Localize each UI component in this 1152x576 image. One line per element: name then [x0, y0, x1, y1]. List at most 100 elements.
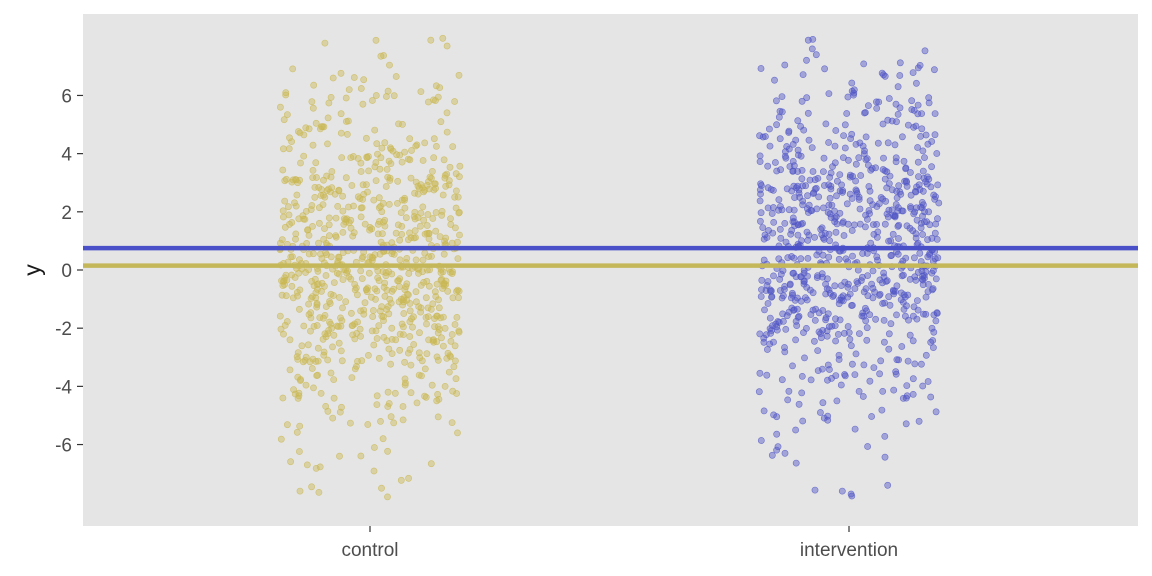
data-point	[428, 252, 435, 260]
data-point	[336, 452, 343, 460]
data-point	[289, 65, 297, 73]
data-point	[900, 305, 908, 313]
data-point	[449, 143, 457, 150]
data-point	[347, 275, 355, 283]
data-point	[334, 257, 342, 265]
data-point	[761, 306, 768, 314]
data-point	[447, 215, 454, 222]
data-point	[427, 36, 435, 44]
data-point	[454, 286, 462, 294]
data-point	[324, 114, 332, 122]
data-point	[329, 343, 336, 351]
data-point	[934, 215, 941, 223]
data-point	[918, 110, 925, 117]
data-point	[320, 176, 327, 184]
data-point	[296, 377, 304, 384]
data-point	[875, 98, 883, 106]
data-point	[870, 230, 878, 238]
data-point	[365, 269, 373, 277]
data-point	[302, 269, 309, 276]
data-point	[928, 163, 935, 171]
data-point	[764, 162, 772, 170]
data-point	[815, 309, 823, 317]
data-point	[322, 402, 330, 410]
data-point	[455, 209, 463, 217]
data-point	[815, 193, 823, 201]
data-point	[314, 280, 322, 288]
data-point	[856, 139, 864, 147]
data-point	[451, 357, 459, 365]
data-point	[279, 213, 287, 221]
data-point	[373, 392, 381, 400]
data-point	[756, 369, 764, 377]
data-point	[909, 375, 917, 383]
data-point	[399, 403, 407, 410]
data-point	[302, 353, 310, 361]
data-point	[289, 294, 297, 302]
data-point	[916, 62, 924, 69]
data-point	[288, 219, 296, 226]
data-point	[452, 375, 460, 383]
data-point	[312, 119, 320, 127]
data-point	[432, 209, 440, 216]
data-point	[803, 94, 811, 102]
data-point	[831, 142, 839, 150]
data-point	[297, 159, 304, 167]
data-point	[294, 128, 302, 135]
data-point	[378, 230, 386, 238]
data-point	[277, 435, 285, 443]
data-point	[760, 407, 768, 415]
data-point	[855, 387, 863, 395]
data-point	[914, 158, 922, 166]
data-point	[440, 250, 448, 258]
data-point	[798, 97, 806, 105]
data-point	[907, 169, 914, 176]
data-point	[295, 305, 303, 313]
data-point	[412, 178, 420, 186]
data-point	[288, 178, 296, 186]
data-point	[784, 396, 792, 404]
data-point	[768, 451, 776, 459]
data-point	[381, 292, 389, 300]
data-point	[926, 221, 934, 229]
data-point	[410, 313, 417, 321]
data-point	[924, 378, 932, 385]
data-point	[847, 135, 854, 142]
data-point	[853, 190, 861, 197]
data-point	[413, 399, 421, 407]
data-point	[846, 173, 854, 181]
data-point	[933, 235, 941, 243]
data-point	[862, 285, 870, 293]
data-point	[839, 219, 847, 227]
data-point	[386, 174, 394, 182]
data-point	[773, 446, 780, 454]
data-point	[914, 268, 922, 276]
data-point	[406, 346, 414, 353]
plot-panel	[83, 14, 1138, 526]
data-point	[866, 210, 873, 217]
data-point	[806, 176, 814, 184]
data-point	[847, 342, 855, 350]
data-point	[769, 229, 777, 237]
y-tick-label: 2	[61, 203, 72, 224]
data-point	[379, 435, 387, 443]
data-point	[283, 318, 291, 325]
data-point	[427, 305, 435, 313]
data-point	[828, 201, 836, 209]
data-point	[386, 61, 393, 69]
data-point	[809, 306, 817, 314]
data-point	[357, 267, 365, 275]
data-point	[819, 399, 827, 407]
data-point	[360, 306, 368, 314]
data-point	[322, 272, 330, 279]
data-point	[319, 201, 327, 208]
data-point	[396, 346, 404, 354]
data-point	[929, 257, 937, 265]
data-point	[378, 484, 385, 492]
data-point	[757, 190, 764, 198]
data-point	[770, 338, 777, 346]
data-point	[296, 286, 304, 294]
data-point	[925, 208, 932, 216]
data-point	[879, 279, 886, 287]
data-point	[335, 294, 343, 301]
